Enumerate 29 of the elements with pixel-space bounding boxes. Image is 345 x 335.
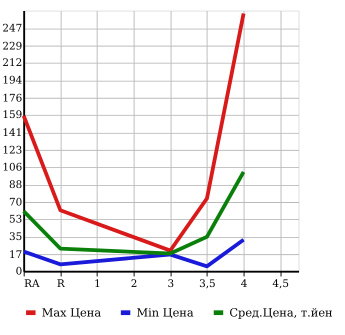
- y-tick-label: 70: [9, 196, 22, 209]
- legend-label: Сред.Цена, т.йен: [229, 305, 333, 320]
- y-tick-label: 123: [2, 144, 22, 157]
- y-tick-label: 247: [2, 22, 22, 35]
- y-tick-label: 35: [9, 231, 22, 244]
- y-tick-label: 194: [2, 74, 23, 87]
- x-tick-label: 2: [130, 278, 138, 290]
- x-tick-label: R: [56, 278, 66, 290]
- y-tick-label: 53: [9, 213, 22, 226]
- legend-label: Min Цена: [136, 305, 194, 320]
- x-tick-label: RA: [24, 278, 40, 290]
- y-tick-label: 159: [2, 109, 22, 122]
- y-tick-label: 0: [16, 266, 22, 278]
- x-tick-label: 4: [240, 278, 248, 290]
- y-tick-label: 88: [9, 178, 22, 191]
- legend-label: Max Цена: [42, 305, 102, 320]
- y-tick-label: 212: [2, 57, 22, 70]
- y-tick-label: 229: [2, 40, 22, 52]
- x-tick-label: 4,5: [272, 278, 289, 290]
- line-series: [22, 170, 246, 256]
- line-series: [22, 238, 246, 268]
- x-tick-label: 3: [167, 278, 174, 290]
- y-tick-label: 176: [2, 92, 22, 104]
- line-series: [22, 12, 246, 252]
- y-tick-label: 106: [2, 161, 22, 174]
- x-tick-label: 1: [94, 278, 101, 290]
- y-tick-label: 141: [2, 126, 22, 139]
- y-tick-label: 17: [9, 248, 22, 261]
- x-tick-label: 3,5: [199, 278, 216, 290]
